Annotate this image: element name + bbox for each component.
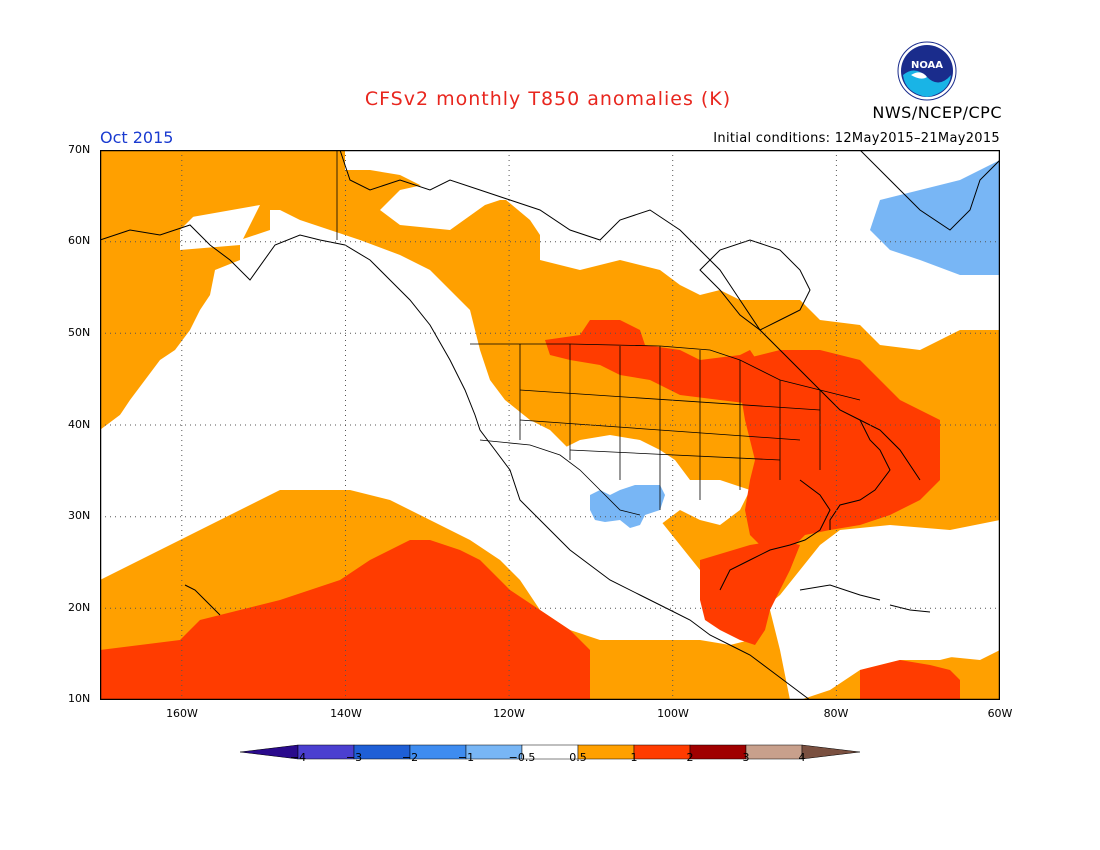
- colorbar-label: −0.5: [508, 751, 536, 764]
- lon-label: 120W: [493, 707, 525, 720]
- map-border: [100, 150, 1000, 700]
- lon-label: 100W: [657, 707, 689, 720]
- lon-label: 140W: [330, 707, 362, 720]
- anomaly-minus1-minus0.5-regions: [590, 160, 1000, 528]
- noaa-logo-icon: NOAA: [897, 41, 957, 101]
- colorbar-label: −1: [457, 751, 475, 764]
- colorbar-label: 4: [798, 751, 806, 764]
- lon-label: 80W: [823, 707, 849, 720]
- colorbar-label: −3: [345, 751, 363, 764]
- lat-label: 60N: [68, 234, 91, 247]
- lon-label: 60W: [987, 707, 1013, 720]
- lat-label: 50N: [68, 326, 91, 339]
- lon-label: 160W: [166, 707, 198, 720]
- lat-label: 20N: [68, 601, 91, 614]
- political-borders: [336, 150, 861, 516]
- noaa-logo-text: NOAA: [911, 60, 943, 71]
- colorbar-arrow-high: [801, 744, 860, 760]
- forecast-period: Oct 2015: [100, 128, 174, 147]
- anomaly-1-2-regions: [100, 320, 960, 700]
- lat-label: 10N: [68, 692, 91, 705]
- colorbar-label: 0.5: [569, 751, 587, 764]
- colorbar-label: −2: [401, 751, 419, 764]
- colorbar-label: 1: [630, 751, 638, 764]
- chart-title: CFSv2 monthly T850 anomalies (K): [364, 88, 732, 110]
- colorbar-label: 2: [686, 751, 694, 764]
- anomaly-map: [100, 150, 1000, 700]
- colorbar-label: −4: [289, 751, 307, 764]
- lat-label: 70N: [68, 143, 91, 156]
- lat-label: 40N: [68, 418, 91, 431]
- lat-label: 30N: [68, 509, 91, 522]
- colorbar-label: 3: [742, 751, 750, 764]
- graticule: [100, 150, 1000, 700]
- agency-label: NWS/NCEP/CPC: [872, 103, 1002, 122]
- initial-conditions: Initial conditions: 12May2015–21May2015: [713, 131, 1000, 146]
- colorbar: [240, 744, 860, 760]
